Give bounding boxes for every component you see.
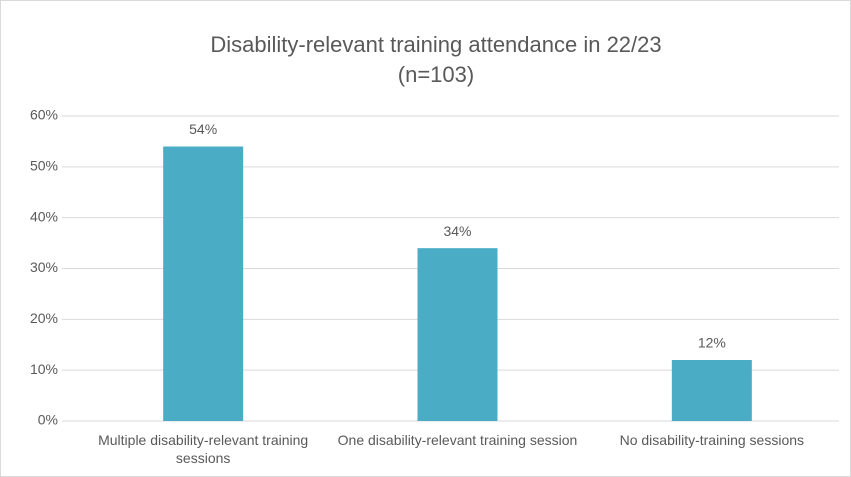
x-tick-label: One disability-relevant training session bbox=[337, 432, 578, 448]
y-tick-label: 50% bbox=[30, 158, 58, 174]
y-tick-label: 20% bbox=[30, 310, 58, 326]
y-tick-label: 60% bbox=[30, 107, 58, 123]
y-tick-label: 0% bbox=[38, 412, 58, 428]
y-tick-label: 30% bbox=[30, 259, 58, 275]
x-tick-label: No disability-training sessions bbox=[619, 432, 805, 448]
x-tick-label: Multiple disability-relevant training se… bbox=[98, 432, 309, 466]
y-tick-label: 10% bbox=[30, 361, 58, 377]
value-label: 34% bbox=[443, 223, 471, 239]
value-label: 12% bbox=[698, 335, 726, 351]
bar bbox=[163, 146, 244, 421]
y-tick-label: 40% bbox=[30, 208, 58, 224]
chart-subtitle: (n=103) bbox=[398, 62, 474, 87]
bar bbox=[417, 248, 498, 421]
value-label: 54% bbox=[189, 121, 217, 137]
chart-title: Disability-relevant training attendance … bbox=[210, 32, 661, 57]
bar bbox=[671, 360, 752, 421]
